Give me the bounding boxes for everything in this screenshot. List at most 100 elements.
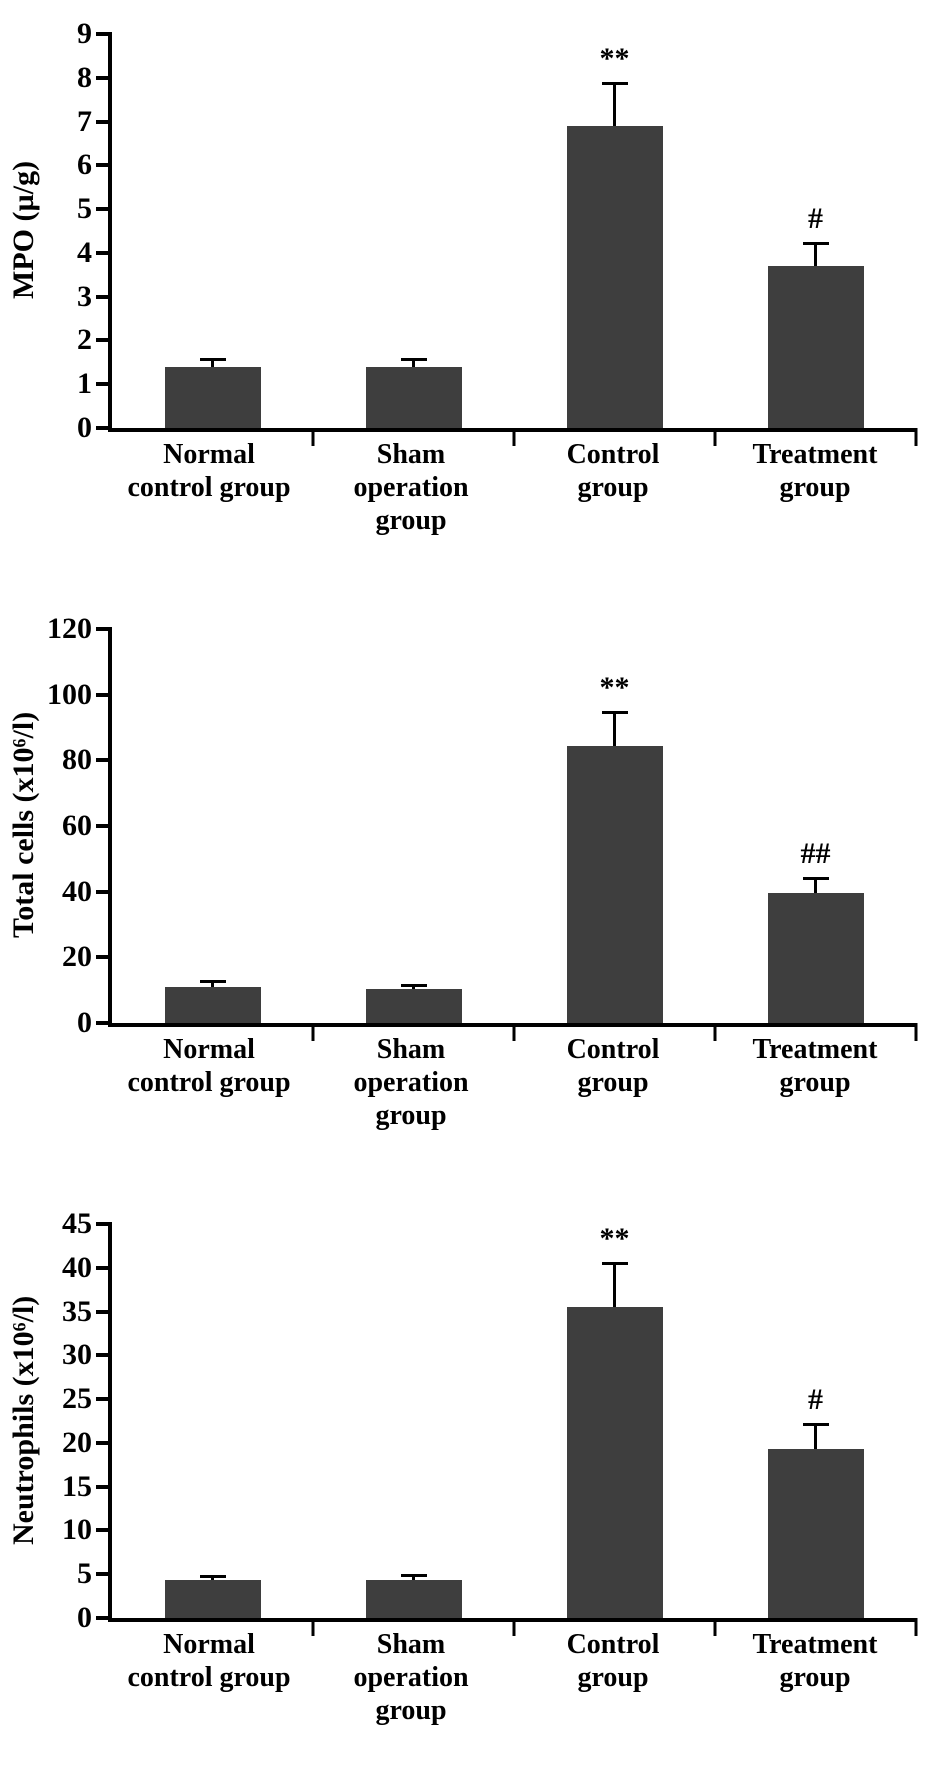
y-tick-label: 10 <box>62 1513 92 1547</box>
y-tick-mark <box>96 1440 112 1445</box>
bar-slot: ** <box>514 34 715 428</box>
error-bar-cap <box>601 711 628 715</box>
bar <box>566 1307 663 1618</box>
category-label: Control group <box>566 1034 660 1099</box>
category-label: Treatment group <box>752 439 878 504</box>
bar-slot: # <box>715 34 916 428</box>
y-tick-mark <box>96 426 112 430</box>
category-label: Normal control group <box>127 1629 291 1694</box>
bar-slot <box>112 629 313 1023</box>
y-tick-label: 15 <box>62 1469 92 1503</box>
error-bar-cap <box>199 1575 226 1579</box>
category-label: Treatment group <box>752 1629 878 1694</box>
y-tick-label: 9 <box>77 17 92 50</box>
y-tick-mark <box>96 1353 112 1358</box>
bar <box>566 745 663 1023</box>
y-tick-mark <box>96 1309 112 1314</box>
category-label: Sham operation group <box>353 439 469 537</box>
bar-slot: ** <box>514 629 715 1023</box>
bar <box>365 988 462 1023</box>
x-tick-mark <box>311 1618 315 1636</box>
error-bar-line <box>613 711 616 746</box>
error-bar <box>199 1575 226 1581</box>
error-bar-line <box>814 876 817 894</box>
error-bar-line <box>814 241 817 267</box>
y-tick-label: 100 <box>47 677 92 711</box>
error-bar-cap <box>802 1422 829 1426</box>
error-bar <box>601 711 628 746</box>
category-label: Sham operation group <box>353 1034 469 1132</box>
bar-slot <box>112 34 313 428</box>
x-axis-labels: Normal control group Sham operation group Con… <box>108 438 916 537</box>
error-bar-cap <box>199 980 226 984</box>
error-bar-cap <box>199 357 226 361</box>
bar-slot <box>313 1224 514 1618</box>
bar-slot <box>112 1224 313 1618</box>
y-tick-mark <box>96 382 112 387</box>
y-tick-label: 35 <box>62 1294 92 1328</box>
significance-marker: ** <box>599 1221 630 1255</box>
bar <box>365 1580 462 1618</box>
y-tick-label: 20 <box>62 1425 92 1459</box>
y-tick-mark <box>96 119 112 124</box>
significance-marker: ** <box>599 671 630 705</box>
significance-marker: # <box>808 201 823 235</box>
error-bar-cap <box>802 241 829 245</box>
category-label: Normal control group <box>127 1034 291 1099</box>
x-tick-mark <box>914 1023 918 1041</box>
bar <box>767 1449 864 1618</box>
x-tick-mark <box>512 1023 516 1041</box>
error-bar-line <box>814 1422 817 1450</box>
category-label: Treatment group <box>752 1034 878 1099</box>
error-bar <box>199 357 226 367</box>
y-tick-mark <box>96 1397 112 1402</box>
y-tick-label: 1 <box>77 367 92 401</box>
y-tick-label: 2 <box>77 323 92 357</box>
bar-slot: # <box>715 1224 916 1618</box>
y-tick-label: 7 <box>77 104 92 138</box>
error-bar-cap <box>400 1574 427 1578</box>
bar-slot <box>313 629 514 1023</box>
y-tick-label: 5 <box>77 192 92 226</box>
y-tick-mark <box>96 1021 112 1025</box>
chart-mpo: MPO (µ/g) 0 1 2 3 4 5 6 7 8 9 ** # Normal control gr… <box>0 0 928 595</box>
bar <box>767 893 864 1023</box>
x-tick-mark <box>713 1023 717 1041</box>
error-bar-cap <box>802 876 829 880</box>
x-axis-labels: Normal control group Sham operation group Con… <box>108 1033 916 1132</box>
x-tick-mark <box>914 1618 918 1636</box>
error-bar-cap <box>400 983 427 987</box>
error-bar <box>802 241 829 267</box>
error-bar-cap <box>601 82 628 86</box>
error-bar <box>802 876 829 894</box>
error-bar-cap <box>400 357 427 361</box>
bar <box>164 1580 261 1618</box>
significance-marker: ** <box>599 42 630 76</box>
y-tick-mark <box>96 1572 112 1577</box>
chart-neutrophils: Neutrophils (x10⁶/l) 0 5 10 15 20 25 30 35 40 45 *… <box>0 1190 928 1785</box>
y-tick-mark <box>96 1222 112 1226</box>
x-tick-mark <box>914 428 918 446</box>
y-tick-label: 30 <box>62 1338 92 1372</box>
y-tick-mark <box>96 32 112 36</box>
y-tick-label: 60 <box>62 809 92 842</box>
y-tick-mark <box>96 1265 112 1270</box>
y-tick-label: 25 <box>62 1382 92 1416</box>
y-tick-mark <box>96 163 112 168</box>
y-tick-label: 4 <box>77 235 92 269</box>
error-bar-line <box>613 1261 616 1308</box>
y-tick-label: 3 <box>77 279 92 313</box>
chart-total-cells: Total cells (x10⁶/l) 0 20 40 60 80 100 120 ** ##… <box>0 595 928 1190</box>
error-bar <box>400 1574 427 1581</box>
bar <box>164 986 261 1023</box>
y-axis-label: Neutrophils (x10⁶/l) <box>7 1295 40 1545</box>
y-tick-label: 20 <box>62 940 92 974</box>
x-axis-labels: Normal control group Sham operation group Con… <box>108 1628 916 1727</box>
y-tick-mark <box>96 1484 112 1489</box>
error-bar-cap <box>601 1261 628 1265</box>
error-bar-line <box>211 980 214 987</box>
y-tick-label: 8 <box>77 60 92 94</box>
y-tick-mark <box>96 207 112 212</box>
y-tick-mark <box>96 1528 112 1533</box>
y-tick-label: 40 <box>62 874 92 908</box>
